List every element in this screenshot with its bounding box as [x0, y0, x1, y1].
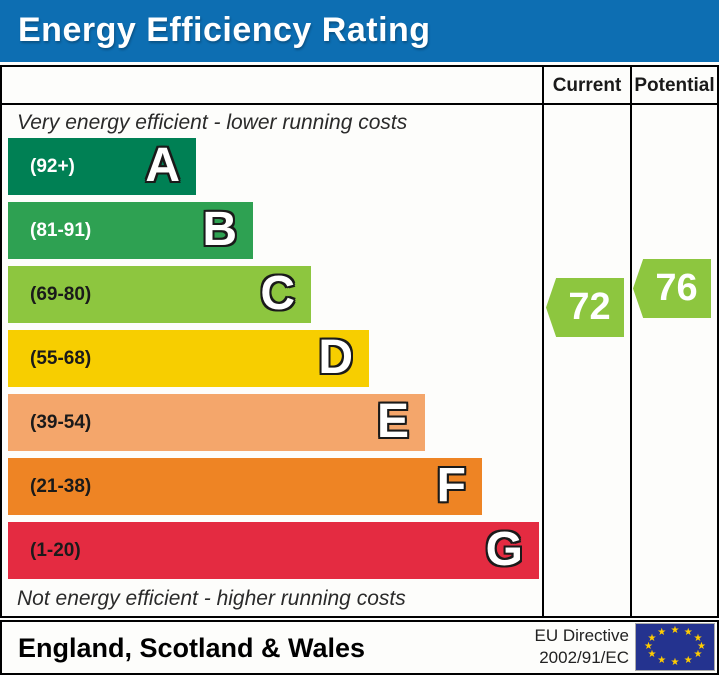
eu-directive-line2: 2002/91/EC — [539, 648, 629, 667]
current-rating-arrow: 72 — [546, 278, 624, 337]
band-a: (92+) A — [8, 138, 196, 195]
band-b-range: (81-91) — [30, 220, 92, 241]
eu-flag-star: ★ — [683, 627, 693, 639]
eu-flag-star: ★ — [647, 633, 657, 645]
region-label: England, Scotland & Wales — [18, 633, 366, 663]
eu-directive-label: EU Directive 2002/91/EC — [535, 625, 629, 669]
potential-column-header: Potential — [634, 75, 715, 96]
eu-flag-star: ★ — [647, 648, 657, 660]
eu-directive-line1: EU Directive — [534, 626, 629, 645]
eu-flag-star: ★ — [693, 648, 703, 660]
band-d: (55-68) D — [8, 330, 369, 387]
band-f: (21-38) F — [8, 458, 482, 515]
band-d-letter: D — [318, 331, 353, 384]
current-rating-value: 72 — [568, 286, 611, 328]
eu-flag-star: ★ — [657, 627, 667, 639]
band-d-range: (55-68) — [30, 348, 92, 369]
footer-bar: England, Scotland & Wales EU Directive 2… — [0, 620, 719, 675]
current-column-divider — [542, 67, 544, 616]
top-note: Very energy efficient - lower running co… — [17, 111, 408, 134]
bottom-note: Not energy efficient - higher running co… — [17, 587, 406, 610]
band-c: (69-80) C — [8, 266, 311, 323]
header-divider — [2, 103, 717, 105]
potential-column-divider — [630, 67, 632, 616]
title-bar: Energy Efficiency Rating — [0, 0, 719, 62]
page-title: Energy Efficiency Rating — [18, 11, 431, 49]
potential-rating-arrow: 76 — [633, 259, 711, 318]
band-g-letter: G — [485, 523, 523, 576]
current-column-header: Current — [552, 75, 622, 96]
band-g-range: (1-20) — [30, 540, 81, 561]
eu-flag-star: ★ — [670, 625, 680, 637]
band-f-letter: F — [436, 459, 466, 512]
eu-flag-star: ★ — [670, 656, 680, 668]
eu-flag-star: ★ — [643, 641, 653, 652]
rating-chart: Current Potential Very energy efficient … — [0, 65, 719, 618]
band-f-range: (21-38) — [30, 476, 92, 497]
band-e-range: (39-54) — [30, 412, 92, 433]
band-c-range: (69-80) — [30, 284, 92, 305]
potential-rating-value: 76 — [655, 267, 698, 309]
band-e-letter: E — [376, 395, 409, 448]
band-g: (1-20) G — [8, 522, 539, 579]
eu-flag-star: ★ — [697, 641, 706, 652]
eu-flag-icon: ★ ★ ★ ★ ★ ★ ★ ★ ★ ★ ★ ★ — [635, 623, 715, 671]
band-a-range: (92+) — [30, 156, 75, 177]
band-b-letter: B — [202, 203, 237, 256]
band-e: (39-54) E — [8, 394, 425, 451]
eu-flag-star: ★ — [693, 633, 703, 645]
band-b: (81-91) B — [8, 202, 253, 259]
band-a-letter: A — [145, 139, 180, 192]
eu-flag-star: ★ — [657, 654, 667, 666]
eu-flag-star: ★ — [683, 654, 693, 666]
eu-flag-stars: ★ ★ ★ ★ ★ ★ ★ ★ ★ ★ ★ ★ — [636, 624, 714, 670]
band-c-letter: C — [260, 267, 295, 320]
